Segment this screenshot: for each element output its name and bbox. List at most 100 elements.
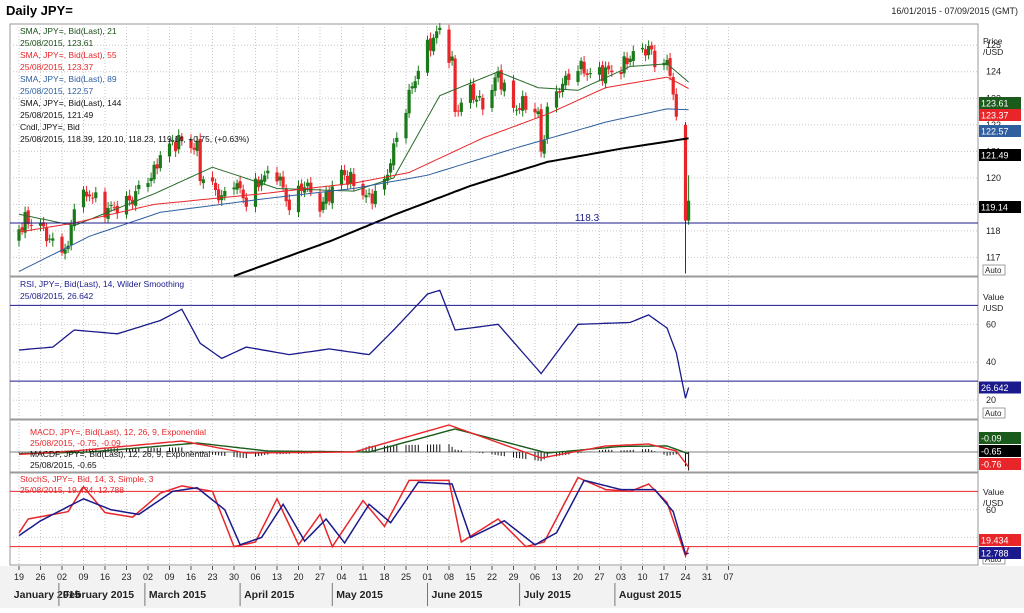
- candle-body: [152, 164, 156, 180]
- sma-55-line: [18, 76, 689, 233]
- candle-body: [343, 170, 347, 176]
- rsi-tick-label: 60: [986, 319, 996, 329]
- candle-body: [588, 73, 592, 75]
- auto-scale-label: Auto: [985, 409, 1002, 418]
- price-tick-label: 120: [986, 173, 1001, 183]
- x-day-label: 03: [616, 572, 626, 582]
- candle-body: [533, 108, 537, 113]
- legend-line: MACDF, JPY=, Bid(Last), 12, 26, 9, Expon…: [30, 449, 210, 459]
- candle-body: [91, 197, 95, 199]
- value-tag-text: 26.642: [981, 383, 1009, 393]
- legend-line: RSI, JPY=, Bid(Last), 14, Wilder Smoothi…: [20, 279, 184, 289]
- price-panel: [9, 23, 979, 277]
- candle-body: [554, 91, 559, 108]
- candle-body: [481, 98, 485, 110]
- x-day-label: 31: [702, 572, 712, 582]
- auto-scale-button[interactable]: [982, 264, 1006, 276]
- macd-series: [10, 424, 978, 471]
- x-day-label: 09: [78, 572, 88, 582]
- x-day-label: 25: [401, 572, 411, 582]
- sma-21-line: [18, 63, 689, 227]
- candle-body: [85, 191, 89, 197]
- candle-body: [631, 51, 635, 61]
- candle-body: [582, 61, 586, 74]
- candle-body: [266, 170, 270, 174]
- candle-body: [128, 195, 132, 201]
- legend-value: 25/08/2015, 26.642: [20, 291, 94, 301]
- candle-body: [210, 177, 215, 182]
- candle-body: [201, 179, 205, 184]
- unit-label: Value: [983, 487, 1004, 497]
- candle-body: [478, 96, 482, 98]
- candle-body: [496, 71, 500, 78]
- candle-body: [346, 175, 350, 185]
- value-tag-text: 122.57: [981, 127, 1009, 137]
- x-day-label: 06: [250, 572, 260, 582]
- candle-body: [475, 99, 479, 102]
- candle-body: [628, 58, 632, 62]
- x-day-label: 19: [14, 572, 24, 582]
- value-tags: 123.61 123.37 122.57 121.49 119.14 26.642 -0.0…: [979, 97, 1021, 559]
- legend-line: SMA, JPY=, Bid(Last), 144: [20, 98, 122, 108]
- auto-scale-button[interactable]: [982, 407, 1006, 419]
- sma-144-line: [233, 137, 689, 277]
- x-day-label: 29: [508, 572, 518, 582]
- candle-body: [23, 212, 27, 233]
- candle-body: [438, 27, 442, 31]
- candle-body: [665, 60, 669, 65]
- candle-body: [429, 38, 433, 51]
- value-tag-text: -0.65: [981, 447, 1002, 457]
- candle-body: [382, 178, 387, 190]
- candle-body: [515, 109, 519, 111]
- candle-body: [585, 73, 589, 75]
- candle-body: [545, 106, 549, 139]
- candle-body: [109, 205, 113, 206]
- x-month-label: August 2015: [619, 589, 682, 601]
- x-day-label: 24: [680, 572, 690, 582]
- legends: SMA, JPY=, Bid(Last), 21 25/08/2015, 123.…: [20, 26, 249, 495]
- candle-body: [539, 109, 543, 152]
- candle-body: [180, 136, 184, 141]
- candle-body: [683, 124, 688, 221]
- date-range: 16/01/2015 - 07/09/2015 (GMT): [891, 6, 1018, 16]
- value-tag: [979, 547, 1021, 559]
- candle-body: [352, 173, 356, 186]
- candle-body: [94, 192, 98, 199]
- candle-body: [223, 191, 227, 197]
- candle-body: [192, 147, 196, 150]
- auto-scale-label: Auto: [985, 555, 1002, 564]
- candle-body: [370, 193, 374, 204]
- value-tag: [979, 432, 1021, 444]
- candle-body: [432, 37, 436, 52]
- candle-body: [447, 29, 451, 63]
- value-tag-text: 121.49: [981, 151, 1009, 161]
- candle-body: [241, 189, 245, 199]
- candle-body: [524, 96, 528, 110]
- candle-body: [453, 58, 457, 112]
- value-tag-text: 19.434: [981, 536, 1009, 546]
- x-day-label: 22: [487, 572, 497, 582]
- candle-body: [389, 163, 393, 173]
- x-month-label: July 2015: [524, 589, 571, 601]
- candle-body: [171, 140, 175, 142]
- value-tag: [979, 149, 1021, 161]
- candle-body: [671, 77, 675, 95]
- legend-line: SMA, JPY=, Bid(Last), 21: [20, 26, 117, 36]
- candle-body: [364, 195, 368, 198]
- candle-body: [48, 238, 52, 240]
- value-tag: [979, 534, 1021, 546]
- candle-body: [278, 176, 282, 181]
- value-tag-text: -0.76: [981, 460, 1002, 470]
- candle-body: [644, 49, 648, 56]
- x-day-label: 04: [336, 572, 346, 582]
- candle-body: [502, 82, 506, 92]
- candle-body: [536, 111, 540, 115]
- candle-body: [622, 56, 626, 74]
- candle-body: [214, 182, 218, 190]
- candle-body: [518, 108, 522, 110]
- price-tick-label: 122: [986, 120, 1001, 130]
- candle-body: [51, 238, 55, 241]
- x-day-label: 09: [164, 572, 174, 582]
- value-tag: [979, 109, 1021, 121]
